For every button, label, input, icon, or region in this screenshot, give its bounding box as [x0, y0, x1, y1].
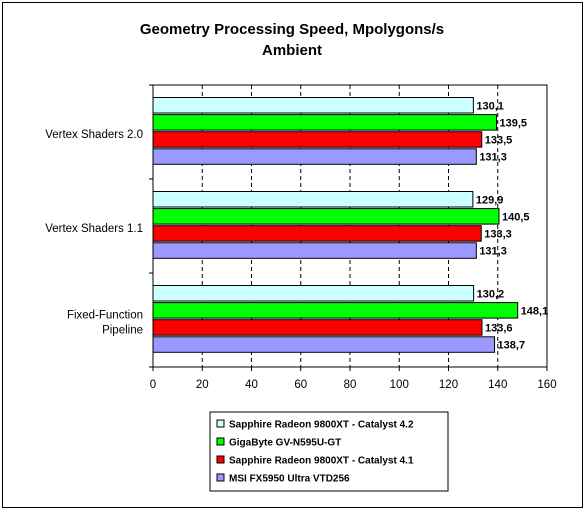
category-label: Pipeline [102, 325, 143, 337]
x-tick-label: 40 [245, 379, 258, 391]
x-tick-label: 80 [344, 379, 357, 391]
data-label: 148,1 [521, 305, 549, 317]
data-label: 139,5 [500, 117, 528, 129]
x-tick-label: 20 [196, 379, 209, 391]
bar [152, 225, 482, 242]
bar [152, 208, 500, 225]
data-label: 138,7 [498, 340, 526, 352]
data-label: 133,5 [485, 134, 513, 146]
category-label: Fixed-Function [67, 310, 143, 322]
x-tick-label: 120 [439, 379, 458, 391]
chart-subtitle: Ambient [262, 42, 322, 59]
plot-area: 130,1 139,5 133,5 131,3 129,9 140,5 133,3 131,3… [45, 84, 557, 391]
bar [152, 242, 477, 259]
legend-swatch [216, 473, 225, 482]
data-label: 131,3 [479, 246, 507, 258]
bar [152, 131, 483, 148]
x-tick-label: 60 [294, 379, 307, 391]
bar [152, 336, 496, 353]
category-label: Vertex Shaders 2.0 [45, 129, 143, 141]
bar [152, 285, 475, 302]
data-label: 130,1 [476, 100, 504, 112]
bar [152, 319, 483, 336]
x-tick-label: 100 [390, 379, 409, 391]
x-tick-label: 140 [488, 379, 507, 391]
x-tick-label: 160 [537, 379, 556, 391]
category-label: Vertex Shaders 1.1 [45, 223, 143, 235]
data-label: 130,2 [477, 288, 505, 300]
legend-label: GigaByte GV-N595U-GT [229, 438, 341, 449]
data-label: 129,9 [476, 194, 504, 206]
bar [152, 191, 474, 208]
chart-title: Geometry Processing Speed, Mpolygons/s [140, 21, 444, 38]
data-label: 131,3 [479, 152, 507, 164]
legend-swatch [216, 455, 225, 464]
data-label: 133,3 [484, 228, 512, 240]
bar [152, 97, 474, 114]
legend-label: Sapphire Radeon 9800XT - Catalyst 4.1 [229, 456, 414, 467]
legend-swatch [216, 437, 225, 446]
legend-box [209, 411, 449, 492]
x-tick-label: 0 [150, 379, 156, 391]
bar [152, 302, 519, 319]
data-label: 133,6 [485, 322, 513, 334]
legend-label: MSI FX5950 Ultra VTD256 [229, 474, 350, 485]
bar [152, 114, 498, 131]
data-label: 140,5 [502, 211, 530, 223]
bar [152, 148, 477, 165]
legend-swatch [216, 419, 225, 428]
legend-label: Sapphire Radeon 9800XT - Catalyst 4.2 [229, 420, 414, 431]
legend: Sapphire Radeon 9800XT - Catalyst 4.2 Gig… [209, 411, 449, 492]
